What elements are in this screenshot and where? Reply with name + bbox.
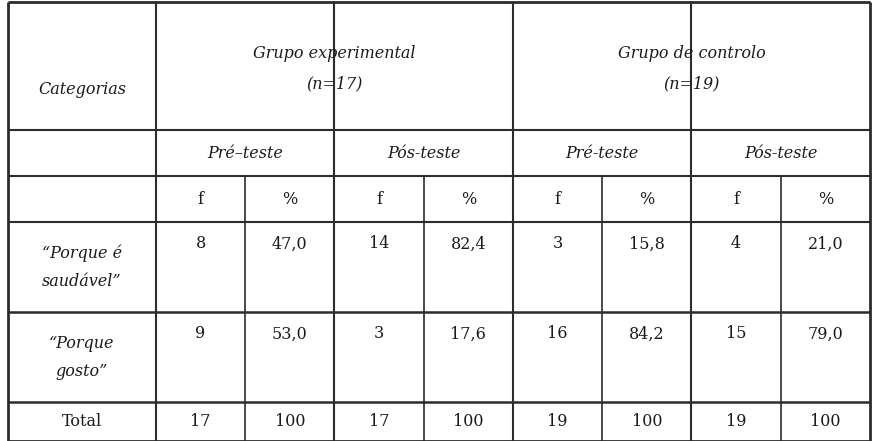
Text: 17: 17 [190,413,210,430]
Text: 17: 17 [368,413,389,430]
Text: f: f [197,191,203,208]
Text: 19: 19 [725,413,745,430]
Text: 84,2: 84,2 [628,325,664,343]
Text: 3: 3 [374,325,384,343]
Text: Pós-teste: Pós-teste [387,145,460,161]
Text: 100: 100 [631,413,661,430]
Text: 3: 3 [552,235,562,253]
Text: saudável”: saudável” [42,273,122,289]
Text: 9: 9 [196,325,205,343]
Text: 16: 16 [546,325,567,343]
Text: Total: Total [61,413,102,430]
Text: f: f [375,191,381,208]
Text: 82,4: 82,4 [450,235,486,253]
Text: Pós-teste: Pós-teste [743,145,816,161]
Text: 15,8: 15,8 [628,235,664,253]
Text: Pré-teste: Pré-teste [565,145,638,161]
Text: f: f [554,191,560,208]
Text: 15: 15 [725,325,745,343]
Text: %: % [816,191,832,208]
Text: 8: 8 [196,235,205,253]
Text: “Porque é: “Porque é [42,244,122,262]
Text: 53,0: 53,0 [272,325,308,343]
Text: gosto”: gosto” [56,363,108,380]
Text: “Porque: “Porque [49,335,115,351]
Text: Categorias: Categorias [38,81,126,97]
Text: 17,6: 17,6 [450,325,486,343]
Text: 47,0: 47,0 [272,235,307,253]
Text: %: % [460,191,475,208]
Text: %: % [282,191,297,208]
Text: 19: 19 [546,413,567,430]
Text: f: f [732,191,738,208]
Text: 100: 100 [453,413,483,430]
Text: 21,0: 21,0 [807,235,842,253]
Text: 4: 4 [731,235,740,253]
Text: (n=19): (n=19) [662,75,719,93]
Text: %: % [638,191,653,208]
Text: (n=17): (n=17) [306,75,362,93]
Text: 79,0: 79,0 [807,325,842,343]
Text: 100: 100 [275,413,305,430]
Text: Grupo experimental: Grupo experimental [253,45,416,63]
Text: 100: 100 [809,413,839,430]
Text: Pré–teste: Pré–teste [207,145,283,161]
Text: Grupo de controlo: Grupo de controlo [617,45,765,63]
Text: 14: 14 [368,235,389,253]
